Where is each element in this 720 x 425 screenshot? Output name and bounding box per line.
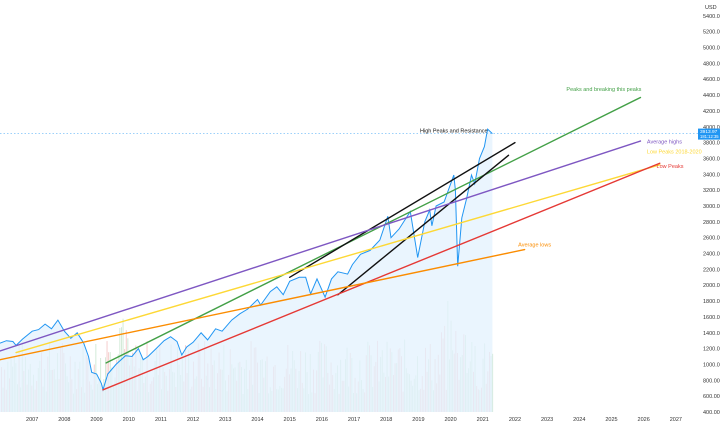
x-tick-label: 2016: [316, 417, 328, 423]
x-tick-label: 2017: [348, 417, 360, 423]
trendline-label: Peaks and breaking this peaks: [566, 87, 641, 93]
y-axis: 400.00 600.00 800.00 1000.00 1200.00 1400.00 1…: [703, 5, 720, 416]
y-tick-label: 800.00: [703, 378, 720, 384]
x-tick-label: 2023: [541, 417, 553, 423]
trendline[interactable]: [288, 141, 516, 279]
x-tick-label: 2024: [573, 417, 585, 423]
trendline-label: Average lows: [518, 242, 551, 248]
y-tick-label: 4600.00: [703, 77, 720, 83]
y-tick-label: 2200.00: [703, 267, 720, 273]
trendline[interactable]: [15, 164, 661, 354]
x-tick-label: 2019: [412, 417, 424, 423]
x-tick-label: 2008: [58, 417, 70, 423]
price-area-fill: [0, 129, 493, 412]
y-tick-label: 1000.00: [703, 362, 720, 368]
y-tick-label: 5200.00: [703, 30, 720, 36]
trendline-label: Average highs: [647, 139, 682, 145]
price-line-layer: [0, 128, 700, 392]
trendline[interactable]: [0, 140, 642, 352]
y-tick-label: 3000.00: [703, 204, 720, 210]
y-tick-label: 1200.00: [703, 347, 720, 353]
x-tick-label: 2025: [605, 417, 617, 423]
x-tick-label: 2013: [219, 417, 231, 423]
x-tick-label: 2015: [284, 417, 296, 423]
current-price-countdown: 181:12:35: [700, 134, 719, 139]
y-tick-label: 2000.00: [703, 283, 720, 289]
y-tick-label: 3800.00: [703, 141, 720, 147]
y-tick-label: 1600.00: [703, 315, 720, 321]
y-tick-label: 2600.00: [703, 236, 720, 242]
price-tag-box: [698, 128, 720, 140]
y-tick-label: 1400.00: [703, 331, 720, 337]
x-tick-label: 2027: [670, 417, 682, 423]
x-tick-label: 2014: [251, 417, 263, 423]
y-tick-label: 400.00: [703, 410, 720, 416]
x-tick-label: 2010: [123, 417, 135, 423]
y-tick-label: 3400.00: [703, 172, 720, 178]
y-tick-label: 5400.00: [703, 14, 720, 20]
x-tick-label: 2022: [509, 417, 521, 423]
y-tick-label: 4800.00: [703, 61, 720, 67]
current-price-label: 3913.97: [700, 129, 718, 135]
x-tick-label: 2020: [444, 417, 456, 423]
trendline-label: High Peaks and Resistance: [420, 128, 488, 134]
x-tick-label: 2007: [26, 417, 38, 423]
trendline[interactable]: [0, 248, 526, 361]
trendline[interactable]: [337, 154, 510, 296]
y-tick-label: 2400.00: [703, 252, 720, 258]
y-tick-label: 2800.00: [703, 220, 720, 226]
x-tick-label: 2026: [638, 417, 650, 423]
volume-bar: [492, 353, 494, 412]
x-axis: 2007 2008 2009 2010 2011 2012 2013 2014 2015 2016…: [26, 417, 682, 423]
y-tick-label: 4000.00: [703, 125, 720, 131]
x-tick-label: 2012: [187, 417, 199, 423]
y-tick-label: 4400.00: [703, 93, 720, 99]
y-unit-label: USD: [705, 5, 717, 11]
price-line: [0, 128, 493, 392]
y-tick-label: 600.00: [703, 394, 720, 400]
y-tick-label: 3200.00: [703, 188, 720, 194]
y-tick-label: 1800.00: [703, 299, 720, 305]
x-tick-label: 2021: [477, 417, 489, 423]
y-tick-label: 4200.00: [703, 109, 720, 115]
y-tick-label: 5000.00: [703, 46, 720, 52]
trendline-label: Low Peaks 2018-2020: [647, 150, 702, 156]
y-tick-label: 3600.00: [703, 156, 720, 162]
trendline-label: Low Peaks: [657, 164, 684, 170]
trendline[interactable]: [102, 162, 661, 391]
price-area: [0, 129, 493, 412]
x-tick-label: 2009: [90, 417, 102, 423]
trendlines-layer[interactable]: Peaks and breaking this peaks High Peaks …: [0, 87, 702, 391]
x-tick-label: 2018: [380, 417, 392, 423]
x-tick-label: 2011: [155, 417, 167, 423]
